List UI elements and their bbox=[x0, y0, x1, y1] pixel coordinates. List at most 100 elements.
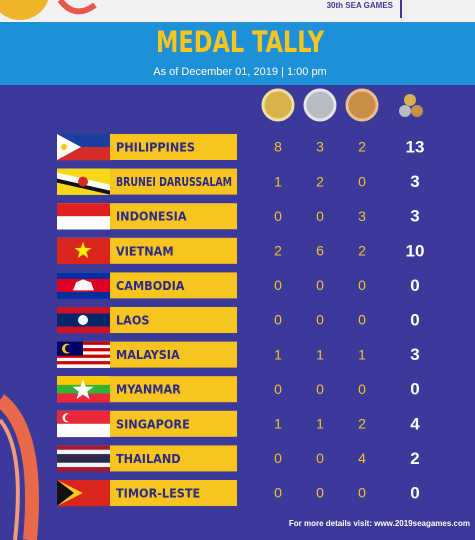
name-bar bbox=[110, 445, 237, 472]
medal-count: 6 bbox=[316, 243, 324, 259]
country-name: VIETNAM bbox=[116, 243, 174, 258]
flag-part bbox=[57, 445, 110, 451]
gold-icon bbox=[261, 88, 295, 122]
flag-part bbox=[57, 357, 110, 362]
country-name: PHILIPPINES bbox=[116, 140, 195, 155]
medal-count: 0 bbox=[274, 381, 282, 397]
flag-part bbox=[57, 344, 110, 349]
medal-count: 3 bbox=[358, 208, 366, 224]
decor bbox=[0, 0, 49, 20]
country-name: THAILAND bbox=[116, 451, 181, 466]
flag-part bbox=[57, 216, 110, 230]
name-bar bbox=[110, 341, 237, 368]
medal-count: 1 bbox=[274, 173, 282, 189]
name-bar bbox=[110, 272, 237, 299]
flag-part bbox=[74, 241, 92, 259]
medal-count: 2 bbox=[274, 243, 282, 259]
flag-part bbox=[57, 291, 110, 299]
name-bar bbox=[110, 376, 237, 403]
name-bar bbox=[110, 410, 237, 437]
divider bbox=[400, 0, 402, 18]
flag-part bbox=[57, 458, 110, 464]
medal-count: 2 bbox=[358, 139, 366, 155]
flag bbox=[57, 134, 110, 161]
medal-count: 0 bbox=[274, 485, 282, 501]
country-name: MYANMAR bbox=[116, 382, 181, 397]
medal-icons bbox=[261, 88, 423, 122]
medal-count: 1 bbox=[274, 416, 282, 432]
decor bbox=[0, 418, 20, 540]
medal-count: 1 bbox=[274, 346, 282, 362]
bronze-icon bbox=[345, 88, 379, 122]
flag bbox=[57, 480, 110, 507]
medal-count: 0 bbox=[358, 312, 366, 328]
flag bbox=[57, 203, 110, 230]
total-count: 0 bbox=[410, 310, 419, 329]
flag bbox=[57, 341, 110, 368]
country-name: MALAYSIA bbox=[116, 347, 180, 362]
flag-part bbox=[57, 364, 110, 368]
medal-count: 0 bbox=[316, 277, 324, 293]
flag-part bbox=[57, 454, 110, 459]
medal-count: 1 bbox=[316, 416, 324, 432]
medal-count: 0 bbox=[358, 173, 366, 189]
total-count: 10 bbox=[406, 241, 425, 260]
flag-part bbox=[57, 326, 110, 334]
name-bar bbox=[110, 237, 237, 264]
flag bbox=[57, 376, 110, 403]
flag-part bbox=[57, 134, 81, 160]
flag-part bbox=[57, 354, 110, 359]
medal-count: 0 bbox=[358, 381, 366, 397]
medal-count: 0 bbox=[316, 450, 324, 466]
silver-icon bbox=[303, 88, 337, 122]
flag-part bbox=[57, 449, 110, 455]
name-bar bbox=[110, 134, 237, 160]
flag bbox=[57, 410, 110, 438]
decor bbox=[57, 0, 97, 15]
total-count: 2 bbox=[410, 449, 419, 468]
flag bbox=[57, 445, 110, 472]
banner bbox=[0, 22, 475, 85]
total-count: 0 bbox=[410, 380, 419, 399]
total-count: 0 bbox=[410, 276, 419, 295]
total-count: 3 bbox=[410, 207, 419, 226]
name-bar bbox=[110, 480, 237, 506]
flag-part bbox=[57, 178, 110, 195]
name-bar bbox=[110, 203, 237, 230]
medal-count: 1 bbox=[316, 346, 324, 362]
top-strip bbox=[0, 0, 475, 22]
medal-count: 0 bbox=[358, 277, 366, 293]
medal-count: 0 bbox=[316, 312, 324, 328]
country-name: CAMBODIA bbox=[116, 278, 185, 293]
flag bbox=[57, 272, 110, 299]
medal-count: 0 bbox=[274, 277, 282, 293]
medal-count: 0 bbox=[274, 450, 282, 466]
medal-count: 0 bbox=[358, 485, 366, 501]
flag-part bbox=[57, 351, 110, 355]
medal-count: 0 bbox=[274, 312, 282, 328]
country-name: BRUNEI DARUSSALAM bbox=[116, 174, 232, 189]
medal-count: 2 bbox=[358, 416, 366, 432]
flag-part bbox=[57, 462, 110, 468]
footer: For more details visit: www.2019seagames… bbox=[289, 519, 470, 528]
medal-count: 0 bbox=[274, 208, 282, 224]
medal-count: 3 bbox=[316, 139, 324, 155]
flag-part bbox=[65, 413, 73, 422]
name-bar bbox=[110, 307, 237, 333]
medal-count: 8 bbox=[274, 139, 282, 155]
total-count: 3 bbox=[410, 345, 419, 364]
flag-part bbox=[57, 307, 110, 314]
total-count: 0 bbox=[410, 483, 419, 502]
flag-part bbox=[57, 341, 110, 346]
flag-part bbox=[57, 272, 110, 280]
medal-count: 0 bbox=[316, 485, 324, 501]
flag-part bbox=[57, 480, 74, 506]
total-icon bbox=[404, 94, 416, 106]
flag bbox=[57, 307, 110, 334]
total-icon bbox=[399, 105, 411, 117]
medal-count: 2 bbox=[316, 173, 324, 189]
flag bbox=[57, 168, 110, 195]
country-name: INDONESIA bbox=[116, 209, 187, 224]
decor bbox=[0, 394, 39, 540]
